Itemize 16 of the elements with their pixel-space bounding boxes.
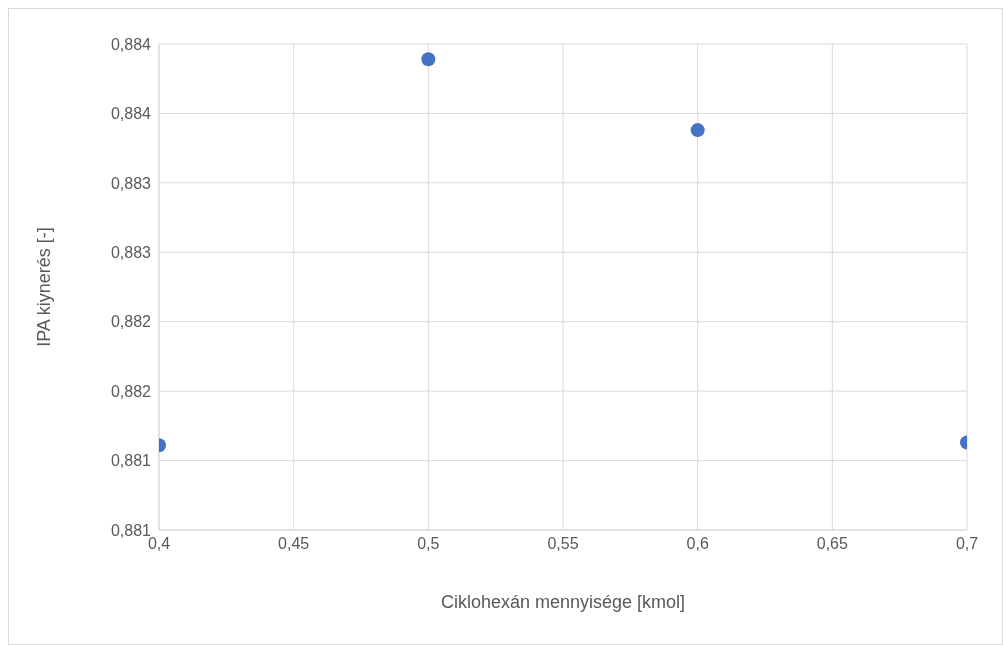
x-tick-label: 0,5 [417, 535, 440, 553]
x-tick-label: 0,7 [955, 535, 979, 553]
y-tick-label: 0,884 [110, 35, 152, 53]
x-tick-label: 0,45 [278, 535, 310, 553]
y-tick-label: 0,883 [110, 174, 152, 192]
x-tick-label: 0,55 [547, 535, 579, 553]
y-tick-label: 0,883 [110, 243, 152, 261]
x-tick-label: 0,6 [686, 535, 709, 553]
x-tick-label: 0,4 [147, 535, 171, 553]
y-tick-label: 0,881 [110, 452, 152, 470]
x-axis-title: Ciklohexán mennyisége [kmol] [440, 592, 686, 612]
y-tick-label: 0,884 [110, 105, 152, 123]
x-tick-label: 0,65 [816, 535, 849, 553]
y-axis-title: IPA kiynerés [-] [34, 227, 55, 347]
y-tick-label: 0,882 [110, 382, 152, 400]
y-tick-label: 0,882 [110, 313, 152, 331]
